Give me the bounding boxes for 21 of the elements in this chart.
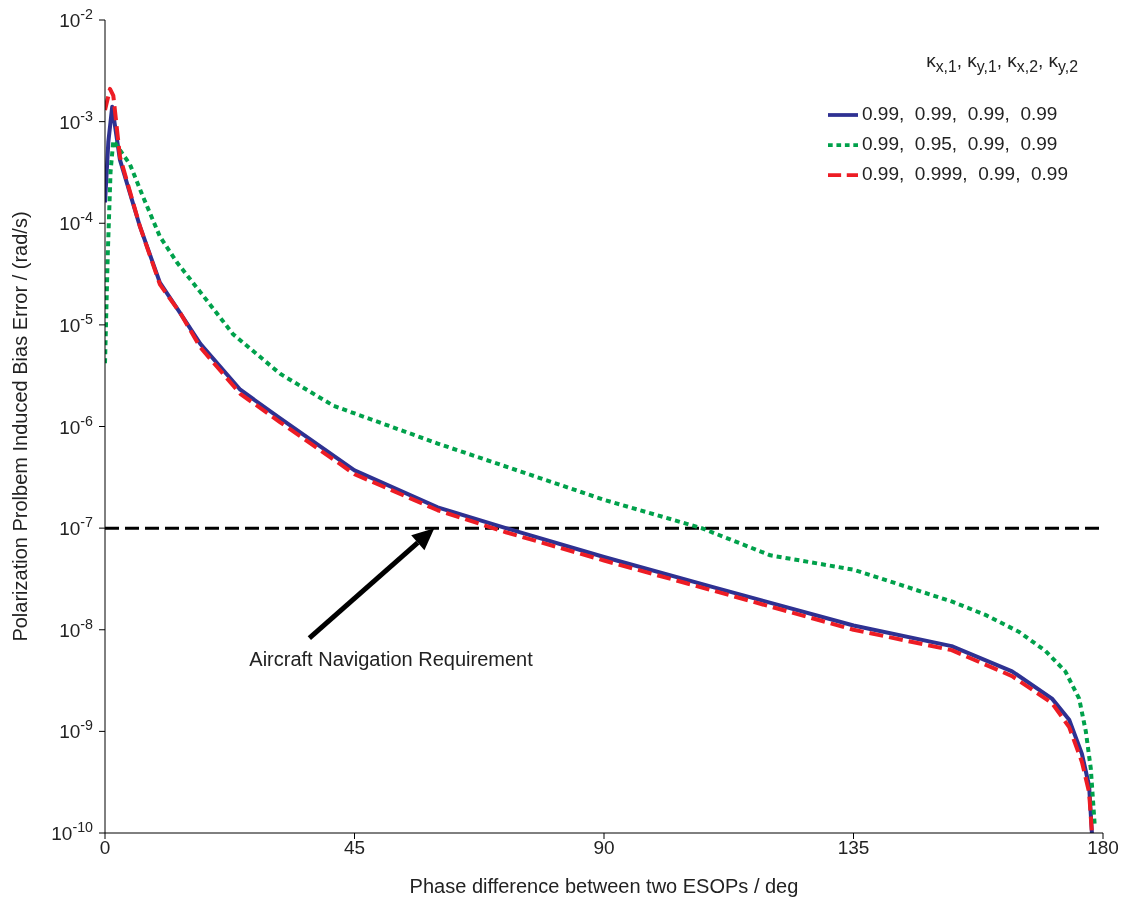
annotation: Aircraft Navigation Requirement	[249, 648, 534, 671]
legend-title: κ$_{x,1}$, κ$_{y,1}$, κ$_{x,2}$, κ$_{y,2}$	[926, 50, 1078, 76]
y-tick-label: 10$^{-3}$	[59, 107, 94, 133]
y-tick-label: 10$^{-8}$	[59, 615, 94, 641]
y-tick-label: 10$^{-7}$	[59, 514, 94, 540]
legend-label: 0.99, 0.95, 0.99, 0.99	[862, 133, 1058, 155]
y-tick-label: 10$^{-10}$	[51, 819, 94, 844]
x-tick-label: 45	[343, 837, 366, 859]
y-tick-label: 10$^{-6}$	[59, 412, 94, 438]
y-tick-label: 10$^{-5}$	[59, 310, 94, 336]
y-tick-label: 10$^{-4}$	[59, 209, 94, 235]
x-tick-label: 135	[837, 837, 870, 859]
x-axis-title: Phase difference between two ESOPs / deg	[409, 875, 799, 897]
x-tick-label: 90	[593, 837, 615, 859]
y-tick-label: 10$^{-9}$	[59, 717, 94, 743]
y-tick-label: 10$^{-2}$	[59, 6, 94, 31]
legend-label: 0.99, 0.999, 0.99, 0.99	[862, 163, 1068, 185]
x-tick-label: 180	[1087, 837, 1119, 859]
legend-label: 0.99, 0.99, 0.99, 0.99	[862, 103, 1058, 125]
y-axis-title: Polarization Prolbem Induced Bias Error / (rad/s)	[9, 211, 32, 642]
x-tick-label: 0	[99, 837, 111, 859]
